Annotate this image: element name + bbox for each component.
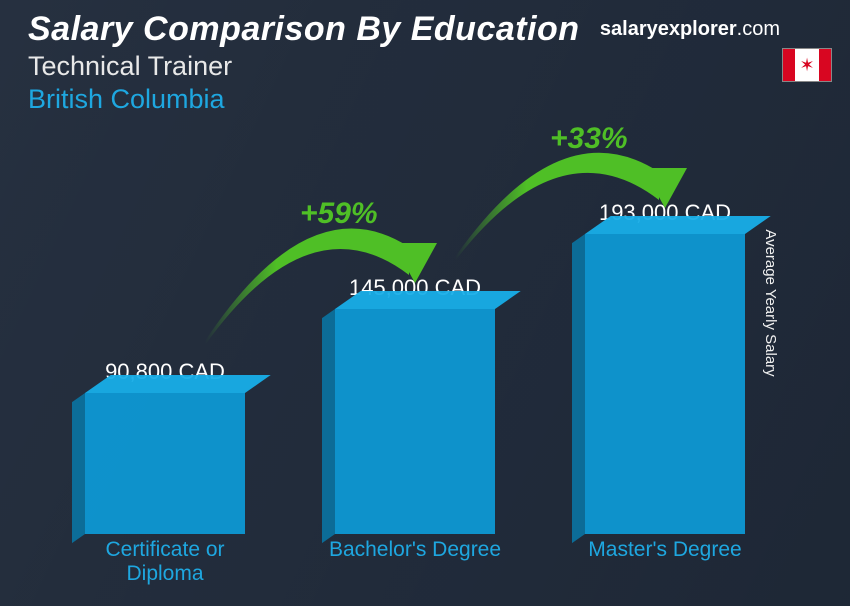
bar-slot: 193,000 CAD bbox=[565, 200, 765, 534]
labels-row: Certificate or Diploma Bachelor's Degree M… bbox=[40, 538, 790, 590]
bars-row: 90,800 CAD 145,000 CAD193,000 CAD bbox=[40, 174, 790, 534]
bar bbox=[335, 309, 495, 534]
title-sub: Technical Trainer bbox=[28, 51, 822, 82]
brand-bold: salaryexplorer bbox=[600, 18, 737, 40]
bar bbox=[585, 234, 745, 534]
bar-label: Bachelor's Degree bbox=[315, 538, 515, 590]
bar-slot: 90,800 CAD bbox=[65, 359, 265, 534]
bar-label: Master's Degree bbox=[565, 538, 765, 590]
flag-icon: ✶ bbox=[782, 48, 832, 82]
brand-logo: salaryexplorer.com bbox=[600, 18, 780, 41]
bar-label: Certificate or Diploma bbox=[65, 538, 265, 590]
bar-slot: 145,000 CAD bbox=[315, 275, 515, 534]
title-region: British Columbia bbox=[28, 84, 822, 115]
brand-light: .com bbox=[737, 18, 780, 40]
bar-chart: 90,800 CAD 145,000 CAD193,000 CAD Certifi… bbox=[40, 140, 790, 590]
maple-leaf-icon: ✶ bbox=[799, 56, 814, 74]
bar bbox=[85, 393, 245, 534]
